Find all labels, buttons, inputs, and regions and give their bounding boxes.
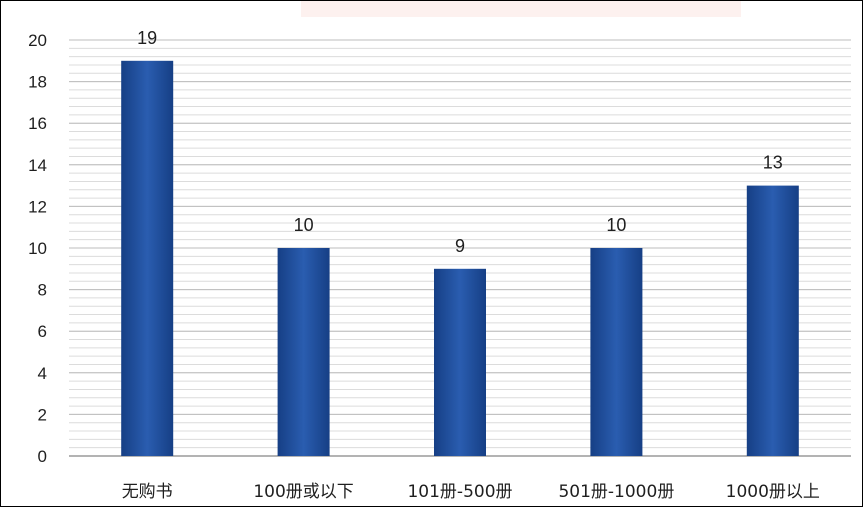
data-label: 9 bbox=[455, 236, 465, 256]
bar bbox=[746, 185, 799, 456]
y-tick-label: 10 bbox=[28, 239, 47, 258]
x-tick-label: 无购书 bbox=[122, 482, 173, 502]
y-tick-label: 2 bbox=[38, 405, 47, 424]
data-label: 19 bbox=[137, 28, 157, 48]
x-axis: 无购书 100册或以下 101册-500册 501册-1000册 1000册以上 bbox=[69, 455, 851, 502]
y-tick-label: 8 bbox=[38, 281, 47, 300]
y-tick-label: 20 bbox=[28, 31, 47, 50]
bar bbox=[121, 60, 174, 457]
y-tick-label: 14 bbox=[28, 156, 47, 175]
data-label: 10 bbox=[294, 215, 314, 235]
bar bbox=[590, 248, 643, 456]
data-label: 13 bbox=[763, 153, 783, 173]
header-band bbox=[301, 1, 741, 17]
y-tick-label: 6 bbox=[38, 322, 47, 341]
x-tick-label: 100册或以下 bbox=[253, 482, 353, 502]
bar bbox=[277, 248, 330, 456]
y-tick-label: 12 bbox=[28, 197, 47, 216]
y-tick-label: 18 bbox=[28, 73, 47, 92]
data-label: 10 bbox=[606, 215, 626, 235]
x-tick-label: 1000册以上 bbox=[726, 482, 820, 502]
y-tick-label: 4 bbox=[38, 364, 47, 383]
y-axis: 0 2 4 6 8 10 12 14 16 18 20 bbox=[28, 31, 47, 466]
bars bbox=[121, 60, 799, 457]
y-tick-label: 0 bbox=[38, 447, 47, 466]
x-tick-label: 101册-500册 bbox=[407, 482, 512, 502]
y-tick-label: 16 bbox=[28, 114, 47, 133]
data-labels: 19 10 9 10 13 bbox=[137, 28, 783, 256]
bar bbox=[434, 268, 486, 456]
x-tick-label: 501册-1000册 bbox=[558, 482, 674, 502]
